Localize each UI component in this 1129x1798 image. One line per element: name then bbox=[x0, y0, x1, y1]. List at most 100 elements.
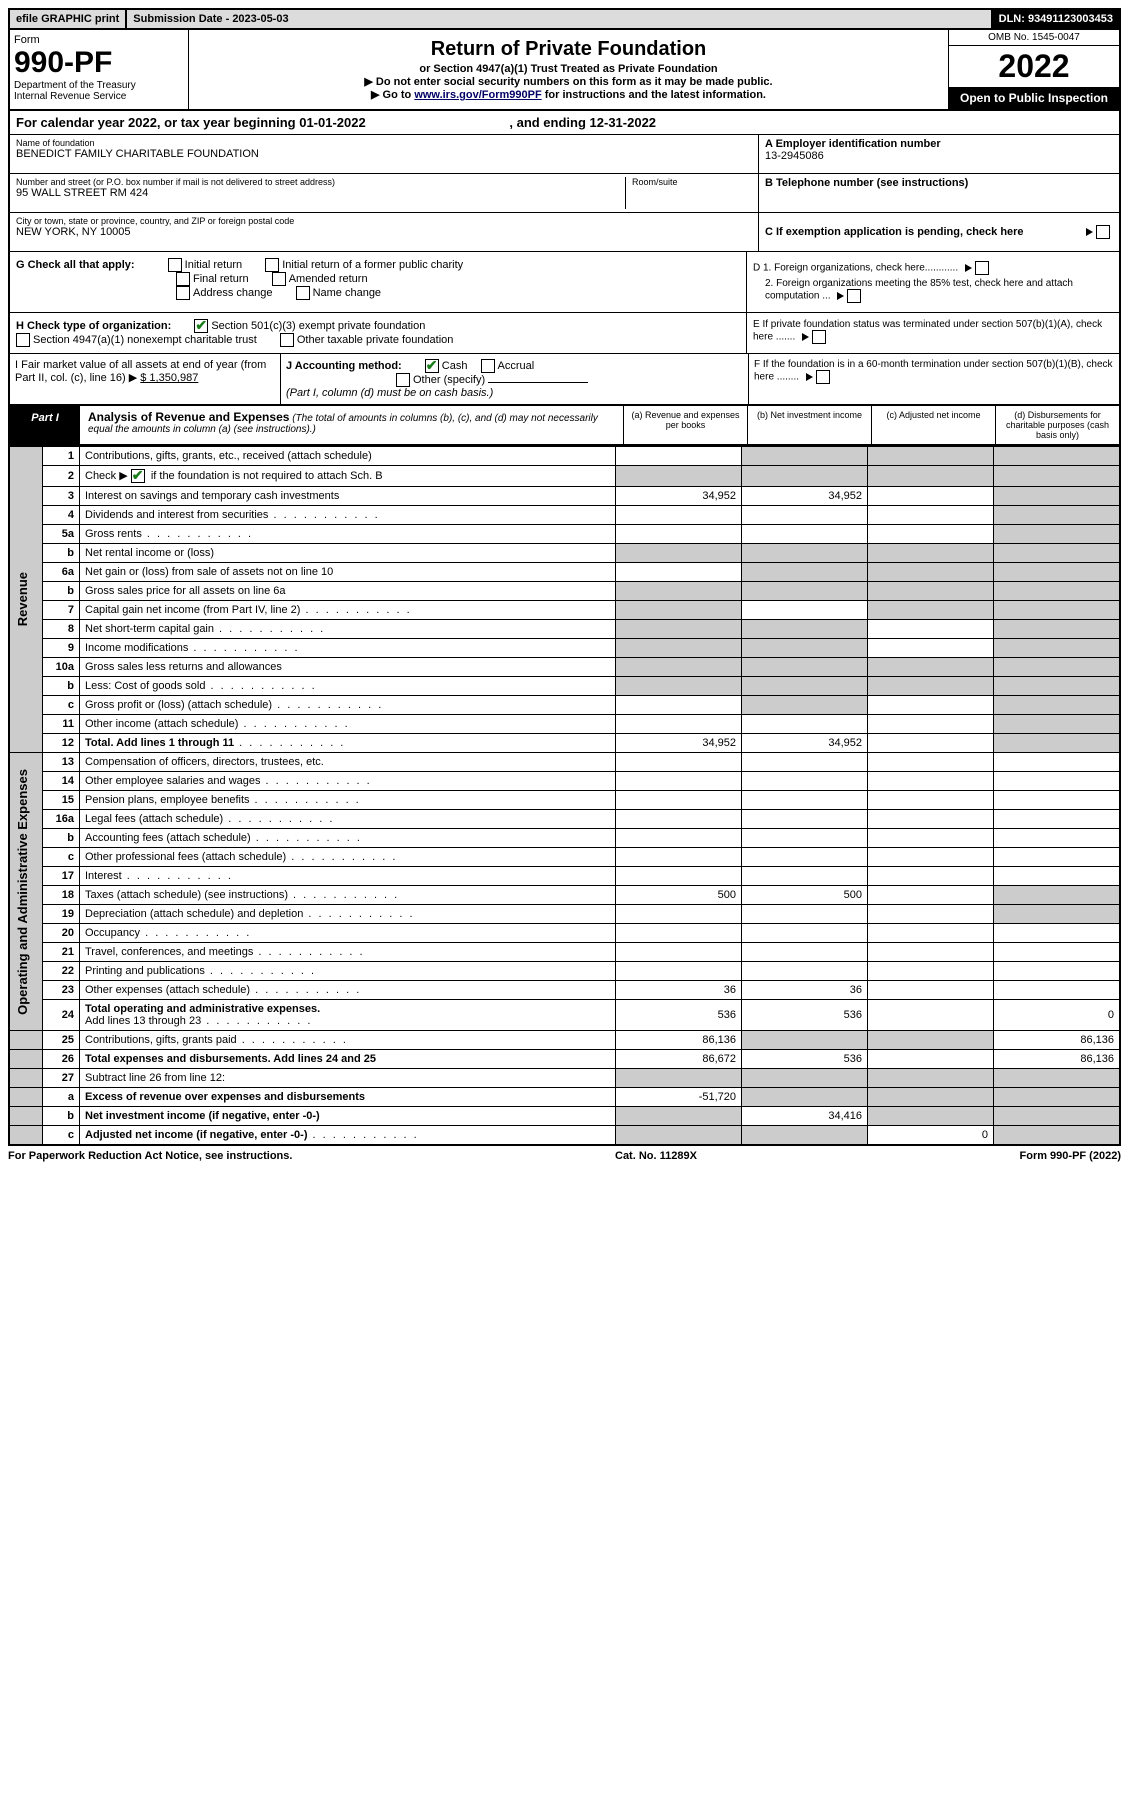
table-row: cOther professional fees (attach schedul… bbox=[9, 848, 1120, 867]
table-row: 11Other income (attach schedule) bbox=[9, 715, 1120, 734]
col-c-header: (c) Adjusted net income bbox=[871, 406, 995, 444]
j-label: J Accounting method: bbox=[286, 360, 402, 372]
efile-print-button[interactable]: efile GRAPHIC print bbox=[10, 10, 127, 28]
header-right: OMB No. 1545-0047 2022 Open to Public In… bbox=[948, 30, 1119, 109]
table-row: 27Subtract line 26 from line 12: bbox=[9, 1069, 1120, 1088]
form-note-2: ▶ Go to www.irs.gov/Form990PF for instru… bbox=[197, 88, 940, 101]
footer-right: Form 990-PF (2022) bbox=[1020, 1150, 1121, 1162]
table-row: 18Taxes (attach schedule) (see instructi… bbox=[9, 886, 1120, 905]
table-row: bNet investment income (if negative, ent… bbox=[9, 1107, 1120, 1126]
arrow-icon bbox=[965, 264, 972, 272]
irs-label: Internal Revenue Service bbox=[14, 91, 184, 102]
table-row: 19Depreciation (attach schedule) and dep… bbox=[9, 905, 1120, 924]
page-footer: For Paperwork Reduction Act Notice, see … bbox=[8, 1146, 1121, 1162]
table-row: 15Pension plans, employee benefits bbox=[9, 791, 1120, 810]
table-row: 8Net short-term capital gain bbox=[9, 620, 1120, 639]
dln-value: DLN: 93491123003453 bbox=[993, 10, 1119, 28]
form-title: Return of Private Foundation bbox=[197, 38, 940, 61]
table-row: bAccounting fees (attach schedule) bbox=[9, 829, 1120, 848]
section-h-e: H Check type of organization: Section 50… bbox=[8, 313, 1121, 354]
identification-block: Name of foundation BENEDICT FAMILY CHARI… bbox=[8, 135, 1121, 252]
table-row: bLess: Cost of goods sold bbox=[9, 677, 1120, 696]
cb-amended-return[interactable] bbox=[272, 272, 286, 286]
omb-number: OMB No. 1545-0047 bbox=[949, 30, 1119, 46]
h-label: H Check type of organization: bbox=[16, 320, 171, 332]
table-row: cAdjusted net income (if negative, enter… bbox=[9, 1126, 1120, 1146]
j-note: (Part I, column (d) must be on cash basi… bbox=[286, 387, 493, 399]
address-cell: Number and street (or P.O. box number if… bbox=[10, 174, 758, 213]
table-row: 25Contributions, gifts, grants paid86,13… bbox=[9, 1031, 1120, 1050]
table-row: 22Printing and publications bbox=[9, 962, 1120, 981]
exemption-pending-cell: C If exemption application is pending, c… bbox=[759, 213, 1119, 252]
table-row: 2Check ▶ if the foundation is not requir… bbox=[9, 466, 1120, 487]
table-row: 21Travel, conferences, and meetings bbox=[9, 943, 1120, 962]
cb-cash[interactable] bbox=[425, 359, 439, 373]
cb-d2[interactable] bbox=[847, 289, 861, 303]
table-row: 10aGross sales less returns and allowanc… bbox=[9, 658, 1120, 677]
arrow-icon bbox=[1086, 228, 1093, 236]
table-row: Operating and Administrative Expenses 13… bbox=[9, 753, 1120, 772]
part-title: Analysis of Revenue and Expenses (The to… bbox=[80, 406, 623, 444]
tax-year: 2022 bbox=[949, 46, 1119, 87]
table-row: aExcess of revenue over expenses and dis… bbox=[9, 1088, 1120, 1107]
form-word: Form bbox=[14, 34, 184, 46]
table-row: 17Interest bbox=[9, 867, 1120, 886]
top-bar: efile GRAPHIC print Submission Date - 20… bbox=[8, 8, 1121, 30]
arrow-icon bbox=[837, 292, 844, 300]
table-row: 20Occupancy bbox=[9, 924, 1120, 943]
table-row: bGross sales price for all assets on lin… bbox=[9, 582, 1120, 601]
table-row: Revenue 1Contributions, gifts, grants, e… bbox=[9, 447, 1120, 466]
part-i-header: Part I Analysis of Revenue and Expenses … bbox=[8, 406, 1121, 446]
revenue-vlabel: Revenue bbox=[15, 572, 30, 626]
table-row: 16aLegal fees (attach schedule) bbox=[9, 810, 1120, 829]
cb-accrual[interactable] bbox=[481, 359, 495, 373]
part-label: Part I bbox=[10, 406, 80, 444]
cb-e[interactable] bbox=[812, 330, 826, 344]
cb-initial-former[interactable] bbox=[265, 258, 279, 272]
cb-sch-b[interactable] bbox=[131, 469, 145, 483]
table-row: 3Interest on savings and temporary cash … bbox=[9, 487, 1120, 506]
city-cell: City or town, state or province, country… bbox=[10, 213, 758, 252]
table-row: 14Other employee salaries and wages bbox=[9, 772, 1120, 791]
header-middle: Return of Private Foundation or Section … bbox=[189, 30, 948, 109]
cb-d1[interactable] bbox=[975, 261, 989, 275]
cb-other-taxable[interactable] bbox=[280, 333, 294, 347]
cb-final-return[interactable] bbox=[176, 272, 190, 286]
form-number: 990-PF bbox=[14, 46, 184, 80]
open-public-badge: Open to Public Inspection bbox=[949, 87, 1119, 109]
irs-link[interactable]: www.irs.gov/Form990PF bbox=[414, 89, 541, 101]
table-row: 4Dividends and interest from securities bbox=[9, 506, 1120, 525]
cb-other-method[interactable] bbox=[396, 373, 410, 387]
section-i-j-f: I Fair market value of all assets at end… bbox=[8, 354, 1121, 406]
form-note-1: ▶ Do not enter social security numbers o… bbox=[197, 75, 940, 88]
section-g-d: G Check all that apply: Initial return I… bbox=[8, 252, 1121, 313]
table-row: 5aGross rents bbox=[9, 525, 1120, 544]
g-label: G Check all that apply: bbox=[16, 259, 135, 271]
table-row: 26Total expenses and disbursements. Add … bbox=[9, 1050, 1120, 1069]
table-row: 23Other expenses (attach schedule)3636 bbox=[9, 981, 1120, 1000]
expenses-vlabel: Operating and Administrative Expenses bbox=[15, 769, 30, 1015]
ein-cell: A Employer identification number 13-2945… bbox=[759, 135, 1119, 174]
table-row: 6aNet gain or (loss) from sale of assets… bbox=[9, 563, 1120, 582]
cb-f[interactable] bbox=[816, 370, 830, 384]
cb-501c3[interactable] bbox=[194, 319, 208, 333]
form-header: Form 990-PF Department of the Treasury I… bbox=[8, 30, 1121, 111]
i-value: $ 1,350,987 bbox=[140, 372, 198, 384]
cb-name-change[interactable] bbox=[296, 286, 310, 300]
cb-initial-return[interactable] bbox=[168, 258, 182, 272]
arrow-icon bbox=[802, 333, 809, 341]
part-i-table: Revenue 1Contributions, gifts, grants, e… bbox=[8, 446, 1121, 1146]
footer-left: For Paperwork Reduction Act Notice, see … bbox=[8, 1150, 292, 1162]
table-row: 24Total operating and administrative exp… bbox=[9, 1000, 1120, 1031]
checkbox-c[interactable] bbox=[1096, 225, 1110, 239]
cb-address-change[interactable] bbox=[176, 286, 190, 300]
cb-4947[interactable] bbox=[16, 333, 30, 347]
dept-treasury: Department of the Treasury bbox=[14, 80, 184, 91]
table-row: 9Income modifications bbox=[9, 639, 1120, 658]
col-a-header: (a) Revenue and expenses per books bbox=[623, 406, 747, 444]
col-d-header: (d) Disbursements for charitable purpose… bbox=[995, 406, 1119, 444]
submission-date: Submission Date - 2023-05-03 bbox=[127, 10, 992, 28]
calendar-year-row: For calendar year 2022, or tax year begi… bbox=[8, 111, 1121, 135]
foundation-name-cell: Name of foundation BENEDICT FAMILY CHARI… bbox=[10, 135, 758, 174]
header-left: Form 990-PF Department of the Treasury I… bbox=[10, 30, 189, 109]
